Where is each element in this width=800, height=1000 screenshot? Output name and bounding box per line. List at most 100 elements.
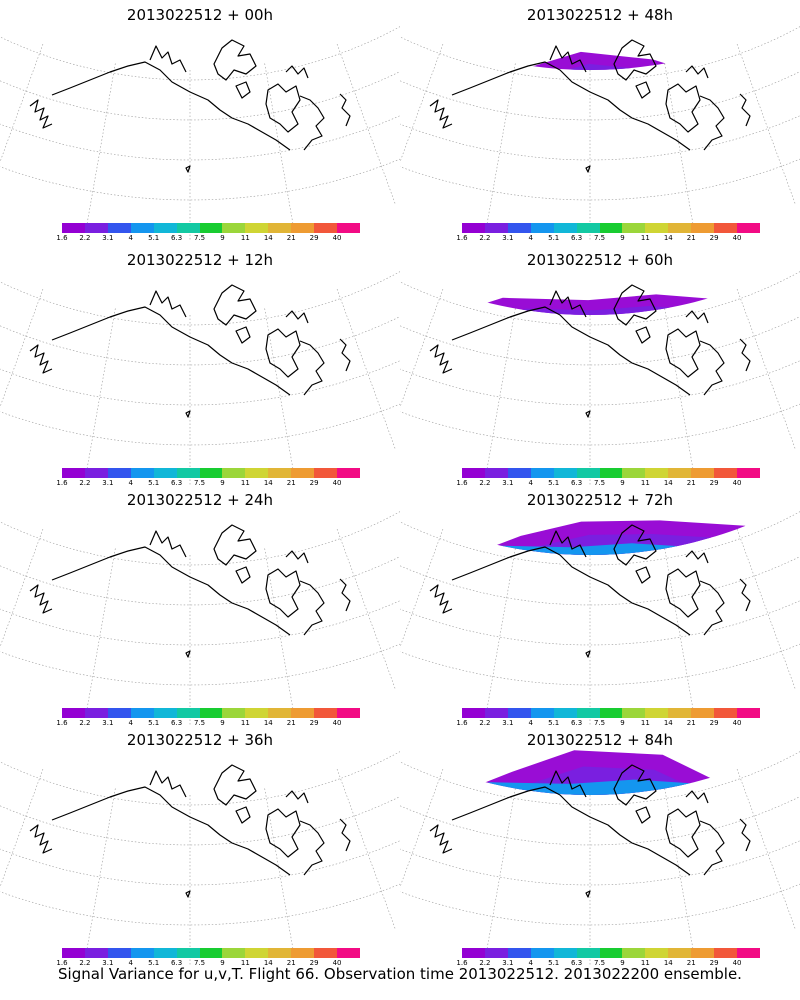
signal-variance-map [400, 271, 800, 485]
colorbar-segment [530, 468, 554, 478]
colorbar-tick-label: 2.2 [479, 959, 491, 967]
colorbar-tick-label: 1.6 [456, 479, 468, 487]
colorbar-segment [337, 708, 360, 718]
colorbar-tick-label: 29 [309, 234, 319, 242]
colorbar-segment [691, 948, 715, 958]
colorbar-segment [645, 708, 669, 718]
colorbar-segment [222, 223, 246, 233]
colorbar-tick-label: 1.6 [56, 959, 68, 967]
colorbar-ticks: 1.6 2.2 3.1 4 5.1 6.3 7.5 9 11 14 21 29 40 [56, 719, 360, 729]
colorbar-tick-label: 21 [686, 234, 696, 242]
colorbar-tick-label: 21 [686, 719, 696, 727]
colorbar-tick-label: 29 [309, 719, 319, 727]
colorbar-tick-label: 14 [263, 959, 273, 967]
colorbar-tick-label: 40 [332, 959, 342, 967]
colorbar-segment [199, 468, 223, 478]
colorbar-segment [737, 468, 760, 478]
colorbar-ticks: 1.6 2.2 3.1 4 5.1 6.3 7.5 9 11 14 21 29 40 [456, 959, 760, 969]
colorbar-tick-label: 1.6 [456, 719, 468, 727]
map-panel-72h: 2013022512 + 72h 1.6 2.2 3.1 4 5.1 6.3 7.5 9 11 1… [400, 485, 800, 730]
colorbar-segment [462, 468, 485, 478]
colorbar-segment [599, 708, 623, 718]
colorbar-tick-label: 29 [309, 479, 319, 487]
colorbar-segment [691, 223, 715, 233]
colorbar-segment [107, 948, 131, 958]
colorbar-tick-label: 7.5 [193, 959, 206, 967]
colorbar-tick-label: 7.5 [593, 479, 606, 487]
colorbar-segment [599, 948, 623, 958]
colorbar-tick-label: 21 [286, 719, 296, 727]
colorbar-tick-label: 2.2 [79, 719, 91, 727]
colorbar-segment [62, 468, 85, 478]
colorbar-tick-label: 6.3 [171, 479, 183, 487]
colorbar-ticks: 1.6 2.2 3.1 4 5.1 6.3 7.5 9 11 14 21 29 40 [456, 234, 760, 244]
colorbar-tick-label: 21 [286, 234, 296, 242]
map-panel-12h: 2013022512 + 12h 1.6 2.2 3.1 4 5.1 6.3 7.5 9 11 1… [0, 245, 400, 490]
colorbar-segment [314, 708, 338, 718]
panel-title: 2013022512 + 48h [526, 6, 674, 24]
colorbar [62, 223, 360, 233]
colorbar-tick-label: 5.1 [548, 479, 560, 487]
panel-title: 2013022512 + 60h [526, 251, 674, 269]
colorbar-segment [507, 708, 531, 718]
colorbar-tick-label: 7.5 [193, 719, 206, 727]
panel-title: 2013022512 + 36h [126, 731, 274, 749]
colorbar-segment [622, 468, 646, 478]
colorbar-segment [462, 223, 485, 233]
colorbar-tick-label: 9 [620, 234, 625, 242]
signal-variance-map [0, 511, 400, 725]
colorbar-segment [245, 708, 269, 718]
colorbar-tick-label: 4 [128, 959, 133, 967]
colorbar-segment [222, 708, 246, 718]
figure-caption: Signal Variance for u,v,T. Flight 66. Ob… [58, 965, 742, 983]
colorbar-segment [199, 223, 223, 233]
colorbar-tick-label: 14 [263, 234, 273, 242]
colorbar [62, 948, 360, 958]
colorbar-segment [462, 948, 485, 958]
colorbar-segment [530, 223, 554, 233]
colorbar-tick-label: 6.3 [571, 959, 583, 967]
colorbar-segment [176, 948, 200, 958]
colorbar-segment [268, 223, 292, 233]
colorbar-tick-label: 9 [620, 479, 625, 487]
colorbar-tick-label: 9 [620, 959, 625, 967]
colorbar-tick-label: 40 [732, 479, 742, 487]
colorbar-segment [291, 708, 315, 718]
colorbar-segment [576, 223, 600, 233]
colorbar-tick-label: 11 [240, 959, 250, 967]
colorbar-segment [62, 223, 85, 233]
colorbar-segment [462, 708, 485, 718]
colorbar-segment [314, 223, 338, 233]
colorbar-tick-label: 4 [128, 234, 133, 242]
colorbar-segment [507, 223, 531, 233]
colorbar-segment [622, 948, 646, 958]
colorbar-segment [737, 948, 760, 958]
colorbar-tick-label: 29 [309, 959, 319, 967]
colorbar-segment [130, 948, 154, 958]
colorbar-tick-label: 7.5 [193, 234, 206, 242]
colorbar-segment [314, 948, 338, 958]
colorbar-segment [176, 468, 200, 478]
colorbar-segment [199, 708, 223, 718]
panel-title: 2013022512 + 12h [126, 251, 274, 269]
colorbar-ticks: 1.6 2.2 3.1 4 5.1 6.3 7.5 9 11 14 21 29 40 [56, 959, 360, 969]
signal-variance-map [400, 750, 800, 965]
colorbar-tick-label: 3.1 [102, 719, 114, 727]
colorbar-segment [107, 468, 131, 478]
colorbar-segment [176, 708, 200, 718]
colorbar-tick-label: 2.2 [79, 479, 91, 487]
colorbar-segment [599, 468, 623, 478]
colorbar-tick-label: 2.2 [479, 719, 491, 727]
colorbar-tick-label: 3.1 [102, 234, 114, 242]
colorbar-tick-label: 5.1 [148, 959, 160, 967]
colorbar-tick-label: 40 [732, 234, 742, 242]
colorbar-segment [222, 948, 246, 958]
colorbar-segment [668, 948, 692, 958]
colorbar-segment [645, 223, 669, 233]
colorbar-segment [268, 948, 292, 958]
colorbar-tick-label: 6.3 [171, 719, 183, 727]
colorbar [62, 708, 360, 718]
colorbar-tick-label: 1.6 [456, 234, 468, 242]
colorbar-segment [507, 468, 531, 478]
colorbar-tick-label: 11 [240, 479, 250, 487]
